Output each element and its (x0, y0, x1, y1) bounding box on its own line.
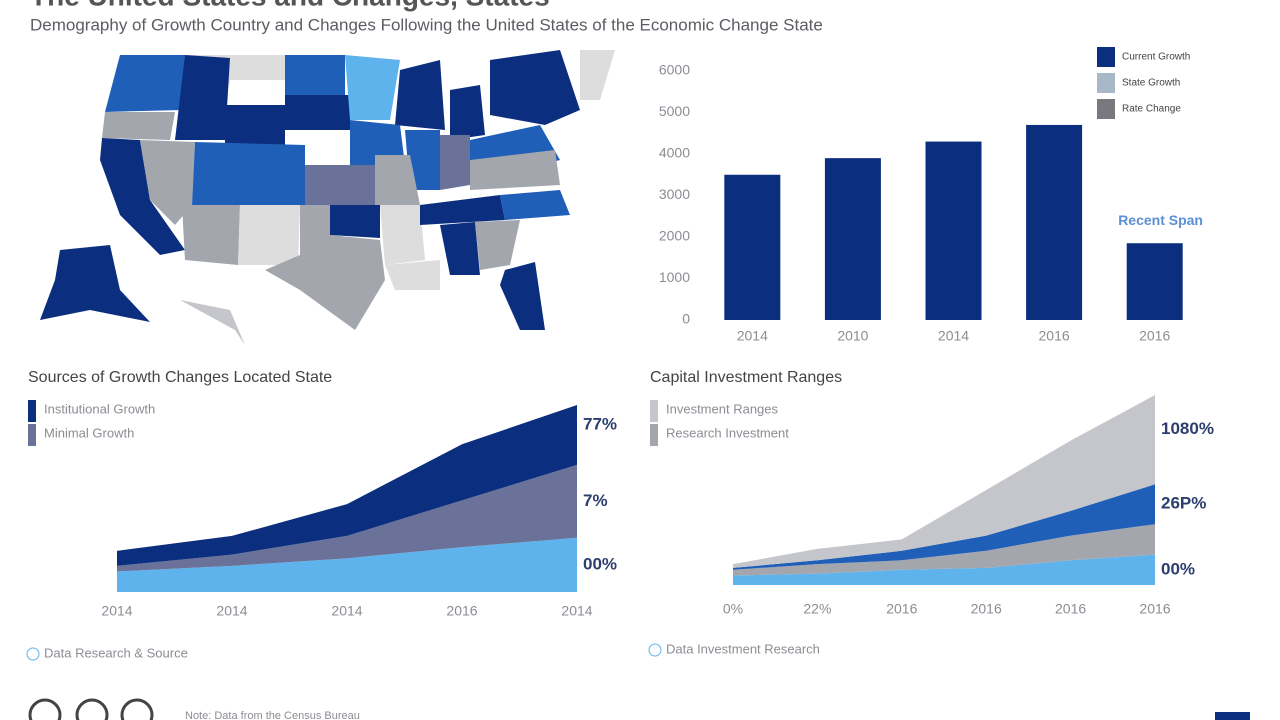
x-tick-label: 2014 (737, 328, 768, 344)
footer-icon (120, 698, 154, 720)
x-tick-label: 2014 (561, 603, 592, 619)
x-tick-label: 2016 (1055, 601, 1086, 617)
x-tick-label: 2016 (886, 601, 917, 617)
x-tick-label: 2016 (971, 601, 1002, 617)
end-label: 00% (1161, 559, 1195, 578)
end-label: 00% (583, 554, 617, 573)
legend-label: Investment Ranges (666, 401, 779, 416)
y-tick-label: 6000 (659, 62, 690, 78)
legend-swatch (650, 400, 658, 422)
x-tick-label: 2014 (101, 603, 132, 619)
area-layer (733, 524, 1155, 576)
page-title: The United States and Changes, States (30, 0, 550, 11)
y-tick-label: 4000 (659, 145, 690, 161)
y-tick-label: 2000 (659, 228, 690, 244)
end-label: 77% (583, 414, 617, 433)
legend-swatch (1097, 99, 1115, 119)
end-label: 26P% (1161, 494, 1206, 513)
bar (824, 158, 881, 320)
x-tick-label: 2014 (938, 328, 969, 344)
x-tick-label: 0% (723, 601, 743, 617)
logo (1215, 712, 1250, 720)
area-layer (117, 537, 577, 592)
bar (1126, 243, 1183, 320)
legend-swatch (28, 400, 36, 422)
area-layer (117, 464, 577, 572)
chart-title: Sources of Growth Changes Located State (28, 369, 332, 386)
legend-label: Rate Change (1122, 104, 1181, 115)
footer-icon (28, 698, 62, 720)
area-layer (733, 554, 1155, 585)
bar (925, 141, 982, 320)
legend-swatch (650, 424, 658, 446)
y-tick-label: 3000 (659, 186, 690, 202)
x-tick-label: 2010 (837, 328, 868, 344)
x-tick-label: 2016 (1139, 328, 1170, 344)
legend-label: State Growth (1122, 78, 1180, 89)
legend-swatch (28, 424, 36, 446)
area-layer (117, 405, 577, 566)
legend-label: Research Investment (666, 425, 789, 440)
page-subtitle: Demography of Growth Country and Changes… (30, 15, 823, 34)
x-tick-label: 2014 (216, 603, 247, 619)
note: Data Investment Research (666, 641, 820, 656)
end-label: 7% (583, 491, 608, 510)
chart-title: Capital Investment Ranges (650, 369, 842, 386)
legend-swatch (1097, 47, 1115, 67)
note-icon (648, 643, 662, 657)
legend-swatch (1097, 73, 1115, 93)
footer-note: Note: Data from the Census Bureau (185, 710, 360, 720)
note: Data Research & Source (44, 645, 188, 660)
note-icon (26, 647, 40, 661)
x-tick-label: 22% (803, 601, 831, 617)
y-tick-label: 1000 (659, 269, 690, 285)
x-tick-label: 2016 (1139, 601, 1170, 617)
legend-label: Minimal Growth (44, 425, 134, 440)
footer-icon (75, 698, 109, 720)
x-tick-label: 2016 (1039, 328, 1070, 344)
x-tick-label: 2014 (331, 603, 362, 619)
y-tick-label: 0 (682, 311, 690, 327)
legend-label: Institutional Growth (44, 401, 155, 416)
area-layer (733, 484, 1155, 570)
bar (1026, 124, 1083, 320)
area-layer (733, 395, 1155, 568)
end-label: 1080% (1161, 419, 1214, 438)
x-tick-label: 2016 (446, 603, 477, 619)
y-tick-label: 5000 (659, 103, 690, 119)
bar (724, 174, 781, 320)
us-map (40, 50, 615, 345)
legend-label: Current Growth (1122, 52, 1190, 63)
annotation: Recent Span (1118, 212, 1203, 228)
